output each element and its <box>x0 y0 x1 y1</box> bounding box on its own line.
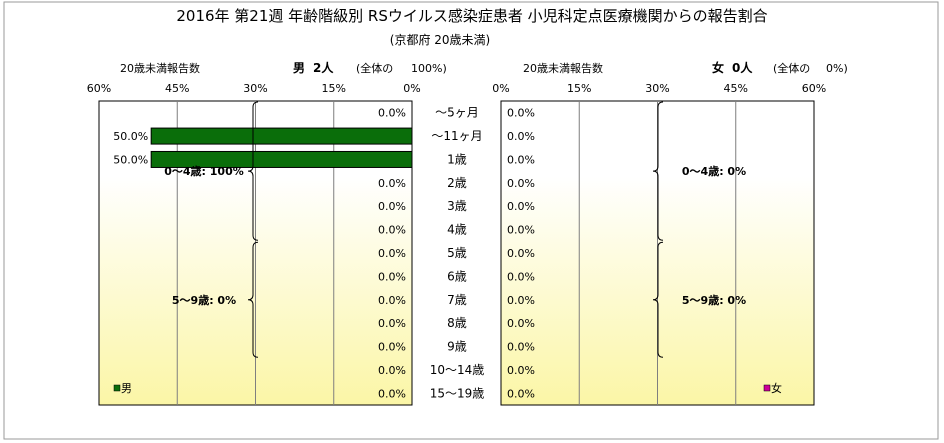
male-group-label: 5～9歳: 0% <box>172 293 236 307</box>
chart-title: 2016年 第21週 年齢階級別 RSウイルス感染症患者 小児科定点医療機関から… <box>176 7 767 25</box>
age-category-label: 7歳 <box>447 293 467 307</box>
male-value-label: 0.0% <box>378 387 406 400</box>
male-value-label: 50.0% <box>113 130 148 143</box>
chart-subtitle: (京都府 20歳未満) <box>390 32 490 47</box>
male-group-brace <box>247 101 259 241</box>
male-tick-label: 15% <box>322 82 346 95</box>
age-category-label: 2歳 <box>447 176 467 190</box>
female-tick-label: 45% <box>724 82 748 95</box>
male-tick-label: 30% <box>243 82 267 95</box>
female-value-label: 0.0% <box>507 317 535 330</box>
male-bar <box>150 127 413 145</box>
female-value-label: 0.0% <box>507 107 535 120</box>
female-value-label: 0.0% <box>507 364 535 377</box>
female-tick-label: 15% <box>567 82 591 95</box>
female-value-label: 0.0% <box>507 341 535 354</box>
male-value-label: 0.0% <box>378 247 406 260</box>
age-category-label: 10～14歳 <box>430 363 485 377</box>
female-header-sex: 女 <box>712 60 724 75</box>
male-value-label: 0.0% <box>378 341 406 354</box>
female-header-total-pct: 0%) <box>826 62 848 75</box>
male-value-label: 0.0% <box>378 177 406 190</box>
male-group-label: 0～4歳: 100% <box>164 164 244 178</box>
female-value-label: 0.0% <box>507 177 535 190</box>
male-group-brace <box>247 241 259 358</box>
female-value-label: 0.0% <box>507 200 535 213</box>
male-header-total: (全体の <box>356 61 393 75</box>
age-category-label: ～11ヶ月 <box>431 129 482 143</box>
male-value-label: 0.0% <box>378 317 406 330</box>
female-tick-label: 30% <box>645 82 669 95</box>
female-header-total: (全体の <box>773 61 810 75</box>
female-header-count: 0人 <box>732 60 753 75</box>
male-value-label: 0.0% <box>378 107 406 120</box>
male-bar <box>150 150 413 168</box>
age-category-label: 9歳 <box>447 340 467 354</box>
male-header-count: 2人 <box>313 60 334 75</box>
male-header-label: 20歳未満報告数 <box>120 62 200 75</box>
male-tick-label: 45% <box>165 82 189 95</box>
female-value-label: 0.0% <box>507 387 535 400</box>
age-category-label: 8歳 <box>447 316 467 330</box>
male-value-label: 0.0% <box>378 294 406 307</box>
female-group-label: 5～9歳: 0% <box>682 293 746 307</box>
age-category-label: 5歳 <box>447 246 467 260</box>
male-value-label: 0.0% <box>378 270 406 283</box>
male-legend-marker <box>113 384 121 392</box>
female-tick-label: 0% <box>492 82 509 95</box>
female-tick-label: 60% <box>802 82 826 95</box>
chart-marks: 60% 45% 30% 15% 0% 0.0% 50.0% 50.0% 0.0% 0.0% 0.0%… <box>87 82 826 405</box>
age-category-label: 15～19歳 <box>430 386 485 400</box>
female-value-label: 0.0% <box>507 153 535 166</box>
male-value-label: 0.0% <box>378 224 406 237</box>
male-tick-label: 60% <box>87 82 111 95</box>
female-header-label: 20歳未満報告数 <box>523 62 603 75</box>
age-category-label: 6歳 <box>447 269 467 283</box>
age-category-label: 1歳 <box>447 152 467 166</box>
male-header-sex: 男 <box>293 61 305 75</box>
male-header-total-pct: 100%) <box>411 62 447 75</box>
female-group-brace <box>652 101 664 241</box>
female-value-label: 0.0% <box>507 270 535 283</box>
male-value-label: 0.0% <box>378 200 406 213</box>
age-category-label: ～5ヶ月 <box>435 106 479 120</box>
chart-frame <box>3 1 939 440</box>
male-value-label: 0.0% <box>378 364 406 377</box>
female-value-label: 0.0% <box>507 294 535 307</box>
age-category-label: 4歳 <box>447 223 467 237</box>
age-category-label: 3歳 <box>447 199 467 213</box>
female-group-label: 0～4歳: 0% <box>682 164 746 178</box>
male-legend-label: 男 <box>121 382 132 395</box>
female-legend-label: 女 <box>771 381 782 395</box>
male-tick-label: 0% <box>403 82 420 95</box>
male-value-label: 50.0% <box>113 153 148 166</box>
female-group-brace <box>652 241 664 358</box>
female-value-label: 0.0% <box>507 247 535 260</box>
female-value-label: 0.0% <box>507 224 535 237</box>
female-value-label: 0.0% <box>507 130 535 143</box>
female-legend-marker <box>763 384 771 392</box>
